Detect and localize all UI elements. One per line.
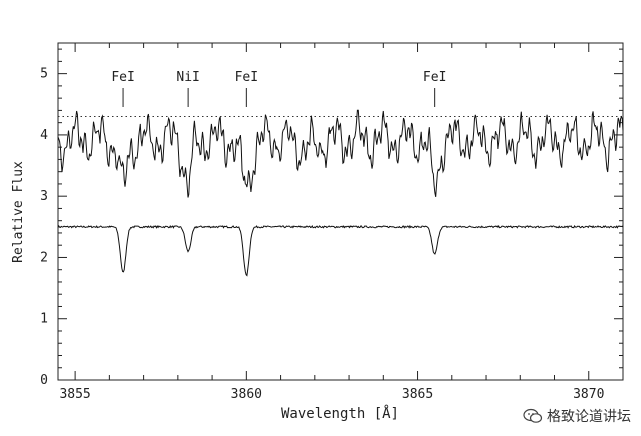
y-tick-label: 1 [40,312,48,327]
x-axis-label: Wavelength [Å] [281,405,399,422]
x-tick-label: 3860 [231,387,262,402]
watermark-text: 格致论道讲坛 [547,409,631,425]
y-tick-label: 0 [40,373,48,388]
x-tick-label: 3855 [59,387,90,402]
line-label: NiI [176,70,199,85]
x-tick-label: 3870 [573,387,604,402]
y-axis-label: Relative Flux [11,161,26,263]
plot-frame [57,42,624,381]
y-tick-label: 5 [40,67,48,82]
wechat-icon [523,408,543,423]
y-tick-label: 4 [40,128,48,143]
line-label: FeI [423,70,446,85]
spectrum-series-line [57,224,624,277]
line-label: FeI [111,70,134,85]
tick-labels: 3855 3860 3865 3870 0 1 2 3 4 5 [40,67,604,402]
line-labels: FeI NiI FeI FeI [111,70,446,107]
spectra [57,109,624,277]
line-label: FeI [235,70,258,85]
axis-ticks [58,43,624,381]
y-tick-label: 2 [40,250,48,265]
y-tick-label: 3 [40,189,48,204]
x-tick-label: 3865 [402,387,433,402]
spectrum-series-line [57,109,624,198]
watermark: 格致论道讲坛 [523,406,631,426]
